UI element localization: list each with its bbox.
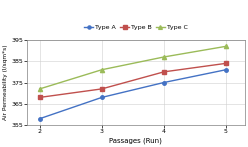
Line: Type B: Type B: [38, 62, 228, 99]
Type C: [162, 56, 165, 58]
Type A: [162, 82, 165, 83]
Y-axis label: Air Permeability (l/sqm*s): Air Permeability (l/sqm*s): [3, 45, 8, 120]
X-axis label: Passages (Run): Passages (Run): [109, 137, 162, 143]
Line: Type A: Type A: [38, 68, 228, 120]
Type C: [100, 69, 103, 71]
Type A: [38, 118, 41, 120]
Type C: [224, 45, 227, 47]
Type C: [38, 88, 41, 90]
Type B: [162, 71, 165, 73]
Type A: [100, 97, 103, 98]
Type B: [224, 62, 227, 64]
Type B: [38, 97, 41, 98]
Line: Type C: Type C: [38, 44, 228, 91]
Type B: [100, 88, 103, 90]
Legend: Type A, Type B, Type C: Type A, Type B, Type C: [84, 24, 188, 30]
Type A: [224, 69, 227, 71]
